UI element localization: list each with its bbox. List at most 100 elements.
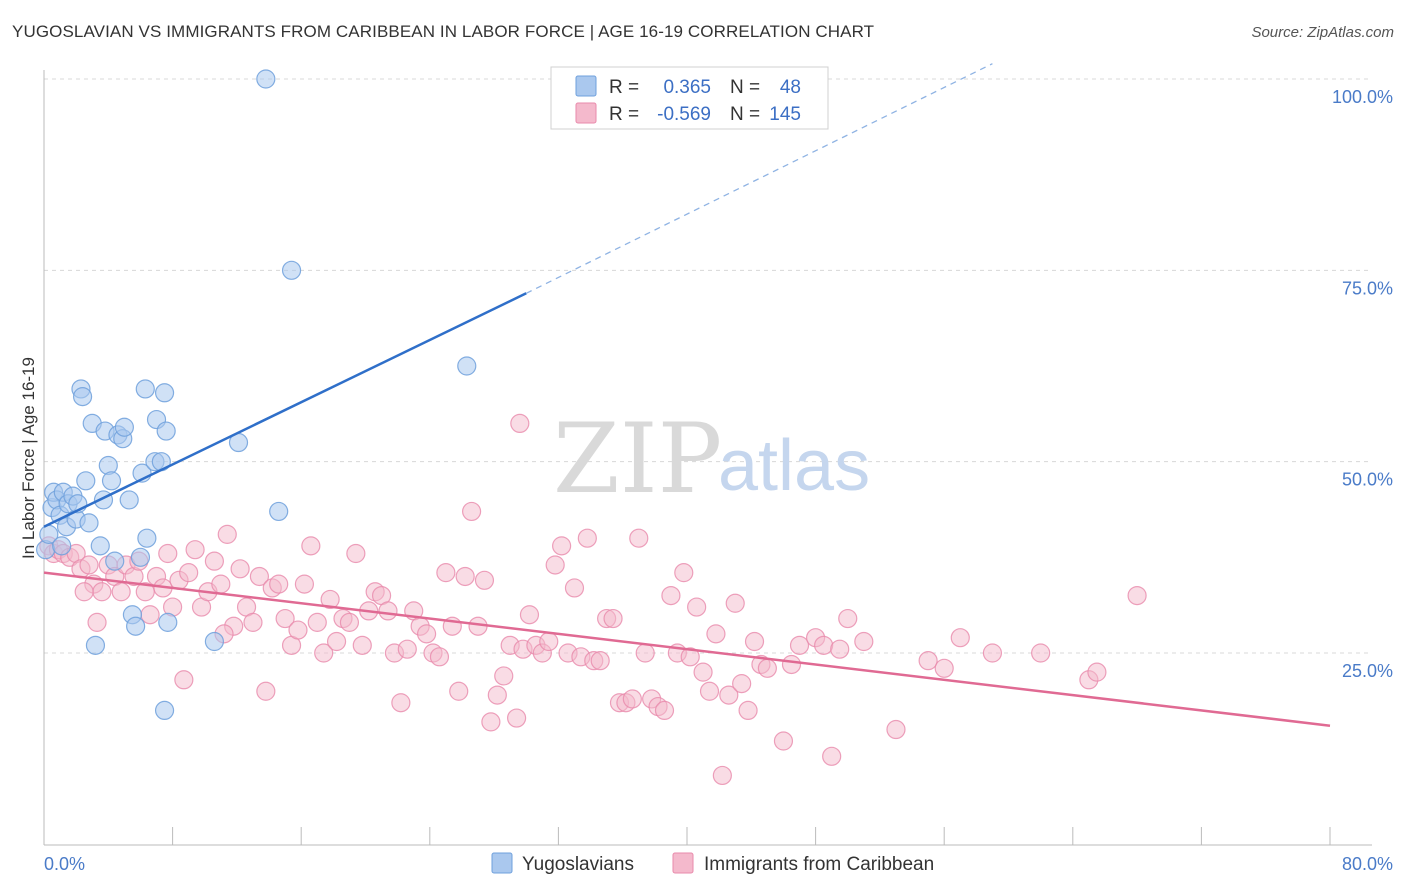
caribbean-point-102 (680, 647, 700, 667)
yugoslavian-point-44 (269, 501, 289, 522)
trend-line-yugoslavians (43, 292, 527, 528)
caribbean-point-129 (1031, 643, 1051, 663)
bottom-legend-label-yugoslavians: Yugoslavians (522, 854, 634, 875)
caribbean-point-112 (744, 631, 765, 652)
y-tick-label-25: 25.0% (1342, 661, 1393, 681)
caribbean-point-71 (481, 712, 501, 732)
bottom-legend-swatch-yugoslavians (491, 852, 513, 874)
caribbean-point-127 (950, 628, 970, 648)
axes (43, 70, 1372, 846)
caribbean-point-126 (934, 658, 954, 678)
caribbean-point-115 (773, 731, 794, 751)
caribbean-point-17 (140, 605, 160, 625)
yugoslavian-point-28 (119, 490, 139, 510)
caribbean-point-120 (822, 746, 842, 766)
y-tick-label-100: 100.0% (1332, 87, 1393, 107)
caribbean-point-104 (693, 662, 713, 682)
yugoslavian-point-39 (158, 612, 178, 632)
trend-line-yugoslavians-extension (525, 63, 993, 294)
yugoslavian-point-40 (154, 700, 175, 721)
x-ticks (43, 827, 1331, 845)
caribbean-point-41 (288, 620, 308, 640)
caribbean-point-116 (781, 654, 802, 675)
caribbean-point-134 (74, 582, 94, 602)
caribbean-point-111 (738, 700, 758, 721)
caribbean-point-114 (757, 658, 777, 678)
caribbean-point-68 (461, 501, 482, 522)
y-axis-title: In Labor Force | Age 16-19 (19, 357, 38, 559)
caribbean-point-12 (111, 582, 131, 602)
caribbean-point-24 (179, 563, 199, 583)
yugoslavian-point-18 (85, 635, 106, 655)
caribbean-point-109 (725, 593, 745, 613)
caribbean-point-110 (732, 674, 752, 694)
caribbean-point-82 (552, 536, 572, 556)
watermark: ZIP atlas (553, 403, 870, 515)
caribbean-point-57 (391, 693, 411, 713)
caribbean-point-108 (719, 685, 739, 705)
yugoslavian-point-45 (281, 260, 302, 280)
caribbean-point-20 (158, 543, 178, 564)
caribbean-point-122 (838, 608, 858, 629)
watermark-zip: ZIP (553, 403, 722, 515)
caribbean-point-30 (217, 524, 237, 544)
caribbean-point-46 (320, 589, 340, 610)
caribbean-point-77 (519, 605, 540, 625)
yugoslavian-point-24 (105, 551, 125, 571)
caribbean-point-75 (507, 708, 527, 728)
caribbean-point-66 (449, 681, 469, 701)
caribbean-point-107 (712, 765, 732, 786)
yugoslavian-point-31 (130, 547, 151, 567)
caribbean-point-94 (629, 528, 649, 548)
caribbean-point-25 (185, 540, 205, 560)
caribbean-point-70 (474, 570, 495, 590)
caribbean-point-64 (436, 563, 456, 583)
caribbean-point-101 (674, 563, 694, 583)
caribbean-point-123 (854, 631, 874, 652)
yugoslavian-point-15 (76, 471, 96, 491)
watermark-atlas: atlas (718, 426, 870, 506)
caribbean-point-105 (699, 681, 720, 701)
caribbean-point-124 (886, 719, 906, 740)
yugoslavian-point-23 (101, 471, 122, 491)
caribbean-point-28 (204, 551, 224, 571)
caribbean-point-132 (1127, 585, 1147, 606)
x-tick-label-min: 0.0% (44, 854, 85, 874)
legend-r-label-2: R = (609, 104, 639, 125)
caribbean-point-95 (635, 643, 655, 663)
caribbean-point-135 (510, 413, 530, 433)
caribbean-point-88 (590, 651, 610, 671)
caribbean-point-61 (416, 624, 437, 644)
bottom-legend-swatch-caribbean (672, 852, 694, 874)
caribbean-point-35 (249, 566, 270, 587)
caribbean-point-7 (79, 555, 99, 575)
caribbean-point-63 (429, 647, 450, 667)
legend-r-value-2: -0.569 (657, 104, 711, 125)
legend-swatch-yugoslavians (575, 75, 597, 97)
caribbean-point-34 (243, 612, 263, 632)
caribbean-point-29 (211, 574, 231, 594)
caribbean-point-125 (918, 651, 938, 671)
legend-r-value-1: 0.365 (663, 77, 711, 98)
legend-n-label-2: N = (730, 104, 760, 125)
yugoslavian-point-41 (204, 631, 224, 652)
caribbean-point-9 (92, 582, 112, 602)
bottom-legend-label-caribbean: Immigrants from Caribbean (704, 854, 934, 875)
caribbean-point-86 (577, 528, 597, 548)
yugoslavian-point-37 (154, 383, 175, 403)
caribbean-point-136 (87, 612, 107, 632)
caribbean-point-98 (654, 700, 675, 721)
caribbean-point-119 (814, 635, 834, 655)
caribbean-point-43 (301, 536, 321, 556)
y-tick-label-50: 50.0% (1342, 470, 1393, 490)
legend: R = 0.365 N = 48 R = -0.569 N = 145 (550, 66, 829, 130)
yugoslavian-point-33 (135, 379, 155, 399)
caribbean-point-42 (294, 574, 315, 594)
chart-title: YUGOSLAVIAN VS IMMIGRANTS FROM CARIBBEAN… (12, 22, 875, 41)
caribbean-point-45 (314, 643, 334, 663)
caribbean-point-121 (830, 639, 850, 659)
caribbean-point-47 (326, 631, 347, 652)
caribbean-point-39 (275, 608, 295, 629)
legend-r-label-1: R = (609, 77, 639, 98)
